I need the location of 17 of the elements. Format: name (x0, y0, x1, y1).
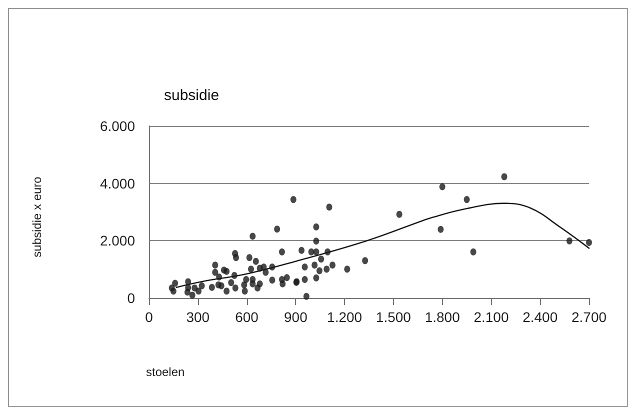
x-tick-label: 1.500 (376, 309, 412, 325)
chart-title: subsidie (164, 87, 220, 104)
x-tick-label: 1.200 (327, 309, 362, 325)
x-tick-label: 0 (145, 309, 154, 325)
x-tick-label: 1.800 (424, 309, 460, 325)
x-tick-label: 2.400 (522, 309, 558, 325)
x-tick-label: 2.700 (571, 309, 607, 325)
x-axis-title: stoelen (146, 365, 185, 379)
y-axis-title: subsidie x euro (30, 176, 44, 258)
y-tick-label: 0 (127, 290, 136, 306)
x-tick-label: 300 (186, 309, 210, 325)
x-tick-label: 2.100 (474, 309, 509, 325)
y-tick-label: 2.000 (100, 232, 136, 249)
x-tick-label: 600 (235, 309, 259, 325)
y-tick-label: 4.000 (100, 175, 136, 192)
y-tick-label: 6.000 (100, 118, 136, 134)
x-tick-label: 900 (284, 309, 308, 325)
